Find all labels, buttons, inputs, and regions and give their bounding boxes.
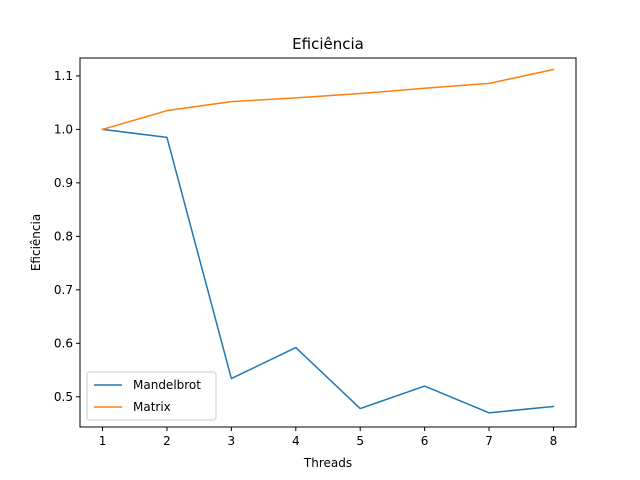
series-line-matrix [101,68,555,131]
x-axis-label: Threads [303,456,352,470]
y-tick-label: 1.0 [54,122,73,136]
y-tick-label: 0.6 [54,336,73,350]
chart-title: Eficiência [292,35,364,53]
series-line-mandelbrot [101,128,555,414]
x-tick-label: 1 [99,434,107,448]
y-tick-label: 0.9 [54,176,73,190]
x-tick-label: 5 [356,434,364,448]
x-tick-label: 7 [485,434,493,448]
legend-box [86,371,217,421]
y-tick-label: 0.5 [54,390,73,404]
series-layer [101,68,555,414]
y-tick-label: 1.1 [54,69,73,83]
x-tick-label: 4 [292,434,300,448]
y-axis: 0.5 0.6 0.7 0.8 0.9 1.0 1.1 [54,69,80,404]
plot-area-frame [79,57,577,428]
x-tick-label: 8 [550,434,558,448]
y-tick-label: 0.7 [54,283,73,297]
x-axis: 1 2 3 4 5 6 7 8 [99,427,558,448]
y-tick-label: 0.8 [54,229,73,243]
y-axis-label: Eficiência [29,214,43,271]
x-tick-label: 2 [163,434,171,448]
x-tick-label: 6 [421,434,429,448]
legend-label-mandelbrot: Mandelbrot [133,378,201,392]
legend-label-matrix: Matrix [133,400,171,414]
legend: Mandelbrot Matrix [86,371,217,421]
x-tick-label: 3 [228,434,236,448]
